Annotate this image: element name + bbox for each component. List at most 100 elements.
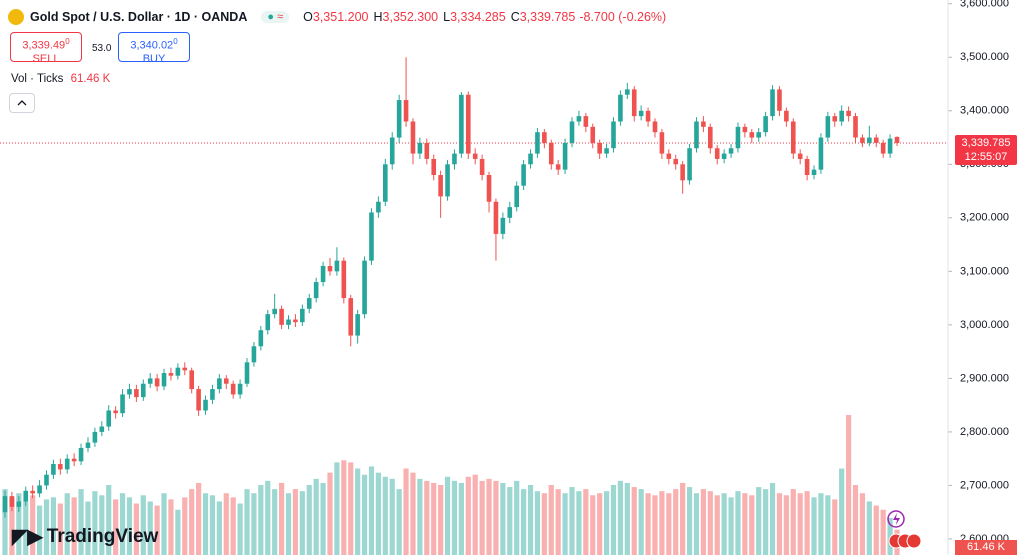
- market-status[interactable]: ● ≈: [261, 11, 290, 23]
- candle-body: [327, 265, 333, 272]
- ohlc-key: H: [373, 10, 383, 24]
- events-icon[interactable]: [887, 510, 905, 528]
- candle-body: [389, 137, 395, 165]
- volume-bar: [804, 491, 810, 555]
- buy-label: BUY: [142, 52, 166, 65]
- sell-label: SELL: [32, 52, 60, 65]
- volume-bar: [216, 501, 222, 555]
- volume-bar: [36, 505, 43, 555]
- volume-bar: [610, 485, 617, 555]
- candle-body: [694, 121, 699, 149]
- volume-bar: [361, 474, 368, 555]
- candle-body: [521, 164, 526, 186]
- ohlc-key: O: [303, 10, 313, 24]
- last-price: 3,339.785: [961, 137, 1011, 149]
- volume-bar: [9, 497, 15, 555]
- candle-body: [223, 378, 229, 384]
- candle-body: [438, 175, 443, 197]
- candle-body: [784, 110, 789, 122]
- candle-body: [369, 212, 374, 261]
- candle-body: [666, 153, 672, 159]
- candle-body: [714, 148, 720, 159]
- candle-body: [175, 367, 181, 376]
- candle-body: [825, 116, 831, 138]
- candle-body: [507, 207, 513, 218]
- volume-bar: [168, 499, 174, 555]
- candle-body: [770, 89, 775, 117]
- candle-body: [23, 490, 29, 502]
- volume-bar: [832, 499, 838, 555]
- volume-bar: [106, 485, 112, 555]
- volume-bar: [638, 489, 644, 555]
- volume-bar: [272, 489, 278, 555]
- price-label: 3,339.785 12:55:07: [955, 135, 1017, 165]
- volume-bar: [555, 489, 561, 555]
- candle-body: [887, 138, 893, 154]
- candle-body: [597, 142, 602, 154]
- candle-body: [251, 346, 257, 363]
- volume-bar: [652, 495, 658, 555]
- volume-bar: [334, 462, 340, 555]
- symbol-icon: [8, 9, 24, 25]
- candle-body: [230, 383, 236, 395]
- volume-bar: [749, 495, 755, 555]
- candle-body: [638, 110, 644, 117]
- volume-bar: [154, 505, 160, 555]
- candle-body: [860, 137, 865, 143]
- volume-bar: [479, 480, 485, 555]
- volume-bar: [92, 491, 98, 555]
- volume-bar: [486, 478, 492, 555]
- volume-bar: [438, 485, 444, 555]
- candle-body: [106, 410, 112, 427]
- candle-body: [846, 110, 851, 117]
- buy-button[interactable]: 3,340.020 BUY: [118, 32, 190, 65]
- ohlc-value: 3,339.785: [519, 10, 576, 24]
- volume-bar: [355, 468, 361, 555]
- candle-body: [618, 94, 623, 122]
- y-tick-label: 2,800.000: [960, 426, 1009, 438]
- volume-bar: [258, 485, 264, 555]
- volume-bar: [666, 493, 672, 555]
- candle-body: [196, 389, 201, 411]
- sell-button[interactable]: 3,339.490 SELL: [10, 32, 82, 65]
- volume-bar: [790, 489, 796, 555]
- candles: [2, 57, 900, 518]
- ohlc-value: 3,352.300: [382, 10, 439, 24]
- candle-body: [51, 464, 56, 475]
- volume-bar: [714, 495, 720, 555]
- y-tick-label: 3,100.000: [960, 265, 1009, 277]
- ohlc: O3,351.200 H3,352.300 L3,334.285 C3,339.785: [303, 10, 575, 24]
- volume-bar: [735, 491, 741, 555]
- candle-body: [542, 132, 547, 143]
- candle-body: [99, 426, 105, 432]
- volume-bar: [548, 485, 554, 555]
- volume-bar: [133, 503, 139, 555]
- ohlc-key: C: [510, 10, 520, 24]
- candle-body: [161, 373, 167, 387]
- logo-text: TradingView: [46, 525, 159, 547]
- volume-bar: [375, 472, 381, 555]
- candle-body: [645, 110, 651, 122]
- y-tick-label: 2,700.000: [960, 479, 1009, 491]
- volume-bar: [693, 493, 700, 555]
- change: -8.700 (-0.26%): [579, 10, 667, 24]
- candle-body: [279, 308, 284, 325]
- candle-body: [355, 314, 360, 336]
- volume-bar: [825, 495, 831, 555]
- volume-bar: [742, 493, 748, 555]
- candle-body: [313, 282, 319, 299]
- flag-icon[interactable]: [906, 533, 922, 549]
- volume-bar: [57, 503, 63, 555]
- candle-body: [832, 116, 838, 122]
- candle-body: [604, 148, 609, 154]
- volume-bar: [327, 472, 333, 555]
- volume-bar: [16, 493, 22, 555]
- candle-body: [687, 148, 692, 181]
- candle-body: [396, 100, 402, 138]
- collapse-button[interactable]: [9, 93, 35, 113]
- candle-body: [293, 319, 298, 323]
- candle-body: [286, 319, 291, 325]
- volume-bar: [686, 487, 693, 555]
- volume-bar: [541, 493, 547, 555]
